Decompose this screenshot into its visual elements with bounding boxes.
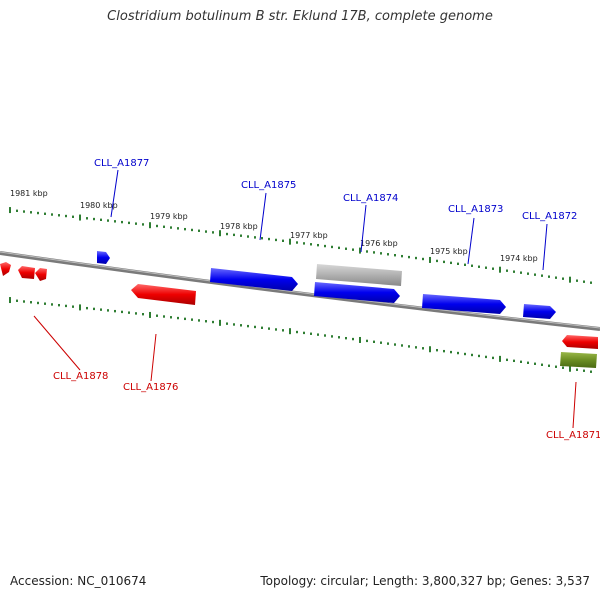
gene-arrow-reverse[interactable] <box>0 262 11 276</box>
gene-label-reverse[interactable]: CLL_A1878 <box>53 371 108 382</box>
gene-arrow-forward[interactable] <box>314 282 400 303</box>
scale-label: 1978 kbp <box>220 222 258 231</box>
gene-arrow-reverse[interactable] <box>35 268 47 281</box>
gene-label-reverse[interactable]: CLL_A1876 <box>123 382 178 393</box>
accession-text: Accession: NC_010674 <box>10 574 147 588</box>
green-feature[interactable] <box>560 352 597 368</box>
scale-ticks-forward <box>9 207 592 284</box>
scale-label: 1975 kbp <box>430 247 468 256</box>
scale-label: 1974 kbp <box>500 254 538 263</box>
gene-arrow-reverse[interactable] <box>18 266 35 279</box>
scale-label: 1979 kbp <box>150 212 188 221</box>
gene-arrow-reverse[interactable] <box>562 335 598 349</box>
gene-arrow-forward[interactable] <box>422 294 506 314</box>
gene-arrow-forward[interactable] <box>523 304 556 319</box>
leader-line <box>150 333 157 382</box>
scale-label: 1980 kbp <box>80 201 118 210</box>
gene-arrow-forward[interactable] <box>210 268 298 291</box>
grey-feature[interactable] <box>316 264 402 286</box>
leader-line <box>259 192 267 241</box>
gene-label-forward[interactable]: CLL_A1874 <box>343 193 398 204</box>
leader-line <box>572 381 577 429</box>
map-title: Clostridium botulinum B str. Eklund 17B,… <box>107 9 493 24</box>
genome-backbone <box>0 251 600 331</box>
gene-label-forward[interactable]: CLL_A1873 <box>448 204 503 215</box>
gene-arrow-forward[interactable] <box>97 251 110 264</box>
scale-ticks-reverse <box>9 297 592 373</box>
gene-label-forward[interactable]: CLL_A1872 <box>522 211 577 222</box>
leader-line <box>360 204 367 253</box>
scale-label: 1976 kbp <box>360 239 398 248</box>
scale-label: 1981 kbp <box>10 189 48 198</box>
gene-label-forward[interactable]: CLL_A1877 <box>94 158 149 169</box>
leader-line <box>467 217 475 265</box>
leader-line <box>110 169 119 218</box>
leader-line <box>33 315 81 371</box>
leader-line <box>542 223 548 271</box>
genome-backbone-highlight <box>0 251 600 329</box>
genome-summary-text: Topology: circular; Length: 3,800,327 bp… <box>260 574 590 588</box>
gene-label-forward[interactable]: CLL_A1875 <box>241 180 296 191</box>
gene-arrow-reverse[interactable] <box>131 284 196 305</box>
gene-label-reverse[interactable]: CLL_A1871 <box>546 430 600 441</box>
scale-label: 1977 kbp <box>290 231 328 240</box>
